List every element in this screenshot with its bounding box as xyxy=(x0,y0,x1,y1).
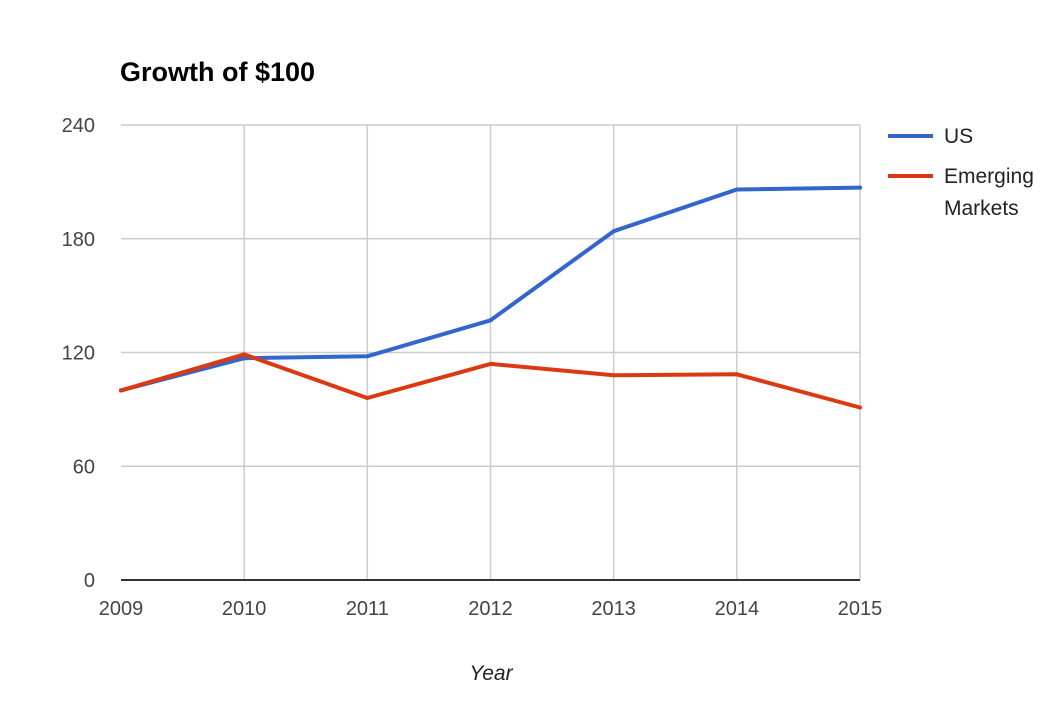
series-lines xyxy=(119,185,862,410)
data-point xyxy=(734,372,739,377)
grid xyxy=(121,124,861,581)
y-tick-label: 180 xyxy=(62,229,95,251)
y-tick-label: 0 xyxy=(84,570,95,592)
legend-label: Emerging xyxy=(944,165,1034,188)
x-tick-label: 2015 xyxy=(838,598,883,620)
data-point xyxy=(365,354,370,359)
legend-label: US xyxy=(944,125,973,148)
data-point xyxy=(242,356,247,361)
x-tick-label: 2012 xyxy=(468,598,513,620)
chart-title: Growth of $100 xyxy=(120,57,315,87)
x-tick-label: 2013 xyxy=(591,598,636,620)
data-point xyxy=(119,388,123,393)
data-point xyxy=(858,405,862,410)
y-tick-label: 60 xyxy=(73,456,95,478)
x-axis-ticks: 2009 2010 2011 2012 2013 2014 2015 xyxy=(99,598,883,620)
x-tick-label: 2011 xyxy=(346,598,389,620)
legend-label: Markets xyxy=(944,197,1019,220)
y-tick-label: 240 xyxy=(62,115,95,137)
data-point xyxy=(611,373,616,378)
data-point xyxy=(858,185,862,190)
y-axis-ticks: 0 60 120 180 240 xyxy=(62,115,95,592)
data-point xyxy=(488,318,493,323)
data-point xyxy=(488,361,493,366)
x-tick-label: 2010 xyxy=(222,598,267,620)
data-point xyxy=(611,229,616,234)
legend: US Emerging Markets xyxy=(888,125,1034,220)
data-point xyxy=(242,352,247,357)
data-point xyxy=(734,187,739,192)
x-tick-label: 2014 xyxy=(715,598,760,620)
x-axis-label: Year xyxy=(469,662,513,685)
x-tick-label: 2009 xyxy=(99,598,144,620)
data-point xyxy=(365,396,370,400)
y-tick-label: 120 xyxy=(62,343,95,365)
